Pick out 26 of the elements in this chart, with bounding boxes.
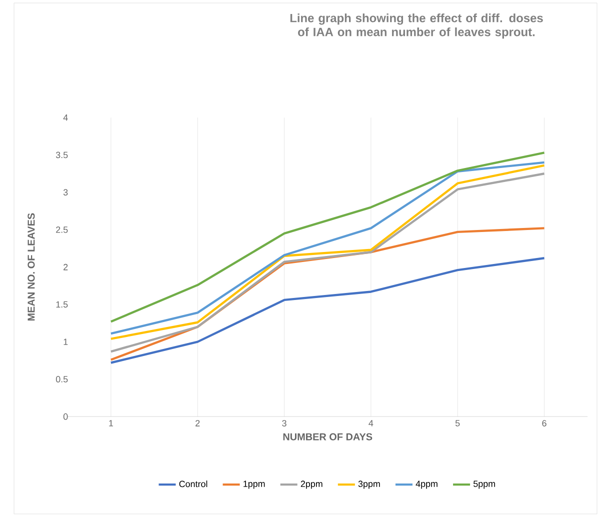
y-tick-label: 3 — [63, 189, 68, 196]
y-tick-label: 2 — [64, 264, 68, 270]
x-tick-label: 6 — [542, 420, 546, 426]
x-tick-label: 2 — [196, 420, 200, 426]
line-series — [110, 227, 546, 361]
y-tick-label: 3.5 — [56, 152, 68, 158]
x-tick-label: 4 — [368, 420, 374, 426]
chart-title: Line graph showing the effect of diff. doses of IAA on mean number of leaves sprout. — [290, 14, 543, 39]
y-axis-title: MEAN NO. OF LEAVES — [28, 213, 35, 321]
x-tick-label: 1 — [109, 420, 113, 426]
legend-label: 1ppm — [244, 480, 265, 489]
line-series — [110, 257, 546, 364]
legend-label: 4ppm — [416, 480, 438, 489]
x-tick-label: 3 — [282, 420, 286, 426]
legend-label: 2ppm — [300, 480, 322, 489]
y-tick-label: 1.5 — [56, 301, 68, 308]
x-tick-label: 5 — [455, 420, 460, 426]
y-tick-label: 2.5 — [56, 226, 68, 233]
legend-label: 5ppm — [474, 480, 495, 489]
y-tick-label: 0 — [63, 413, 68, 420]
y-tick-label: 0.5 — [56, 376, 68, 382]
legend-label: 3ppm — [358, 480, 380, 489]
legend-label: Control — [179, 480, 208, 488]
y-tick-label: 1 — [64, 338, 68, 345]
x-axis-title: NUMBER OF DAYS — [283, 433, 372, 440]
y-tick-label: 4 — [63, 114, 68, 121]
